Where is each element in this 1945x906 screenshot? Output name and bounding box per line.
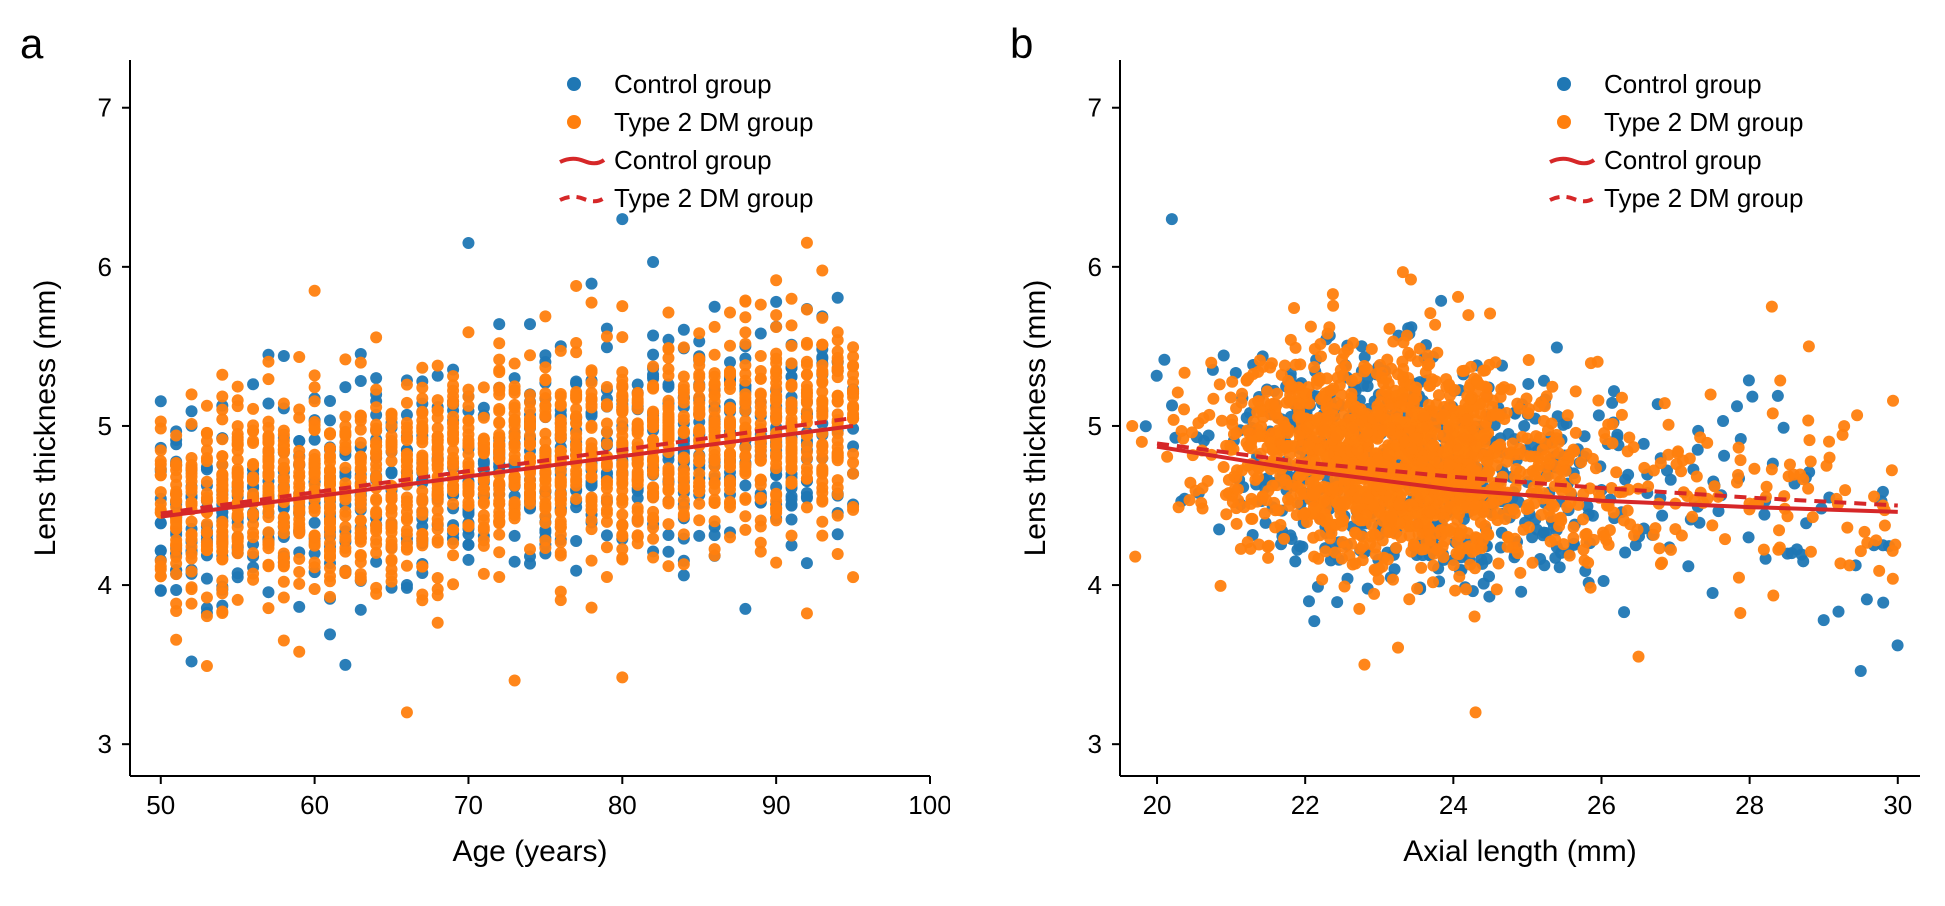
svg-text:Age (years): Age (years)	[452, 835, 607, 868]
svg-text:Control group: Control group	[1604, 69, 1762, 99]
svg-text:28: 28	[1735, 790, 1764, 820]
svg-text:Control group: Control group	[1604, 145, 1762, 175]
svg-text:Control group: Control group	[614, 145, 772, 175]
svg-text:Type 2 DM group: Type 2 DM group	[1604, 107, 1803, 137]
panel-a-label: a	[20, 20, 43, 68]
svg-text:Type 2 DM group: Type 2 DM group	[614, 183, 813, 213]
svg-text:80: 80	[608, 790, 637, 820]
svg-text:Axial length (mm): Axial length (mm)	[1403, 835, 1636, 868]
figure-container: a 50 60 70 80 90 100 3 4 5 6 7 Age (years) Lens thic…	[20, 20, 1925, 886]
svg-text:4: 4	[98, 570, 112, 600]
svg-text:3: 3	[98, 729, 112, 759]
svg-text:Lens thickness (mm): Lens thickness (mm)	[29, 280, 62, 557]
panel-b-label: b	[1010, 20, 1033, 68]
svg-text:Type 2 DM group: Type 2 DM group	[1604, 183, 1803, 213]
svg-text:30: 30	[1883, 790, 1912, 820]
svg-text:60: 60	[300, 790, 329, 820]
svg-text:6: 6	[98, 252, 112, 282]
svg-text:Control group: Control group	[614, 69, 772, 99]
svg-text:20: 20	[1143, 790, 1172, 820]
svg-text:7: 7	[1088, 93, 1102, 123]
svg-text:24: 24	[1439, 790, 1468, 820]
chart-b: 20 22 24 26 28 30 3 4 5 6 7 Axial length (mm) Lens t…	[1010, 20, 1940, 886]
panel-a: a 50 60 70 80 90 100 3 4 5 6 7 Age (years) Lens thic…	[20, 20, 950, 886]
svg-text:6: 6	[1088, 252, 1102, 282]
svg-text:Lens thickness (mm): Lens thickness (mm)	[1019, 280, 1052, 557]
panel-b: b 20 22 24 26 28 30 3 4 5 6 7 Axial length (mm) Lens…	[1010, 20, 1940, 886]
svg-text:26: 26	[1587, 790, 1616, 820]
svg-text:4: 4	[1088, 570, 1102, 600]
svg-text:5: 5	[1088, 411, 1102, 441]
svg-text:100: 100	[908, 790, 950, 820]
svg-text:5: 5	[98, 411, 112, 441]
svg-text:22: 22	[1291, 790, 1320, 820]
svg-text:70: 70	[454, 790, 483, 820]
svg-text:7: 7	[98, 93, 112, 123]
svg-text:Type 2 DM group: Type 2 DM group	[614, 107, 813, 137]
svg-text:90: 90	[762, 790, 791, 820]
chart-a: 50 60 70 80 90 100 3 4 5 6 7 Age (years) Lens thickn…	[20, 20, 950, 886]
svg-text:50: 50	[146, 790, 175, 820]
svg-text:3: 3	[1088, 729, 1102, 759]
